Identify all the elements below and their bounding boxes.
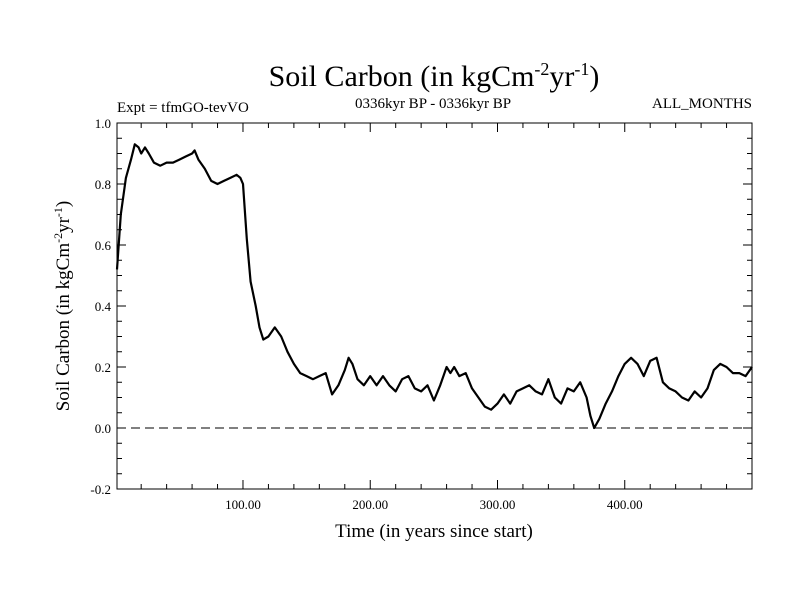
- chart-title-mid: yr: [549, 60, 574, 93]
- chart-title-sup2: -1: [574, 59, 589, 79]
- chart-title-sup1: -2: [534, 59, 549, 79]
- x-axis-title: Time (in years since start): [335, 521, 533, 542]
- y-axis-title-sup2: -1: [51, 207, 65, 217]
- experiment-label: Expt = tfmGO-tevVO: [117, 100, 249, 116]
- x-tick-label: 400.00: [607, 497, 643, 512]
- y-axis-title: Soil Carbon (in kgCm-2yr-1): [51, 201, 74, 412]
- y-tick-label: 0.6: [95, 238, 112, 253]
- period-label: 0336kyr BP - 0336kyr BP: [355, 96, 511, 112]
- x-tick-label: 200.00: [352, 497, 388, 512]
- x-tick-label: 100.00: [225, 497, 261, 512]
- chart-title: Soil Carbon (in kgCm-2yr-1): [269, 59, 600, 93]
- ticks: 100.00 200.00 300.00 400.00 -0.2 0.0 0.2 0.4 0.6…: [90, 116, 752, 512]
- y-tick-label: 1.0: [95, 116, 111, 131]
- y-axis-title-sup1: -2: [51, 233, 65, 243]
- series-line-soil-carbon: [115, 143, 753, 430]
- y-axis-title-main: Soil Carbon (in kgCm: [53, 243, 74, 412]
- chart-title-main: Soil Carbon (in kgCm: [269, 60, 535, 93]
- y-axis-title-mid: yr: [53, 216, 74, 233]
- plot-frame: [116, 122, 753, 490]
- y-tick-label: 0.4: [95, 299, 112, 314]
- y-tick-label: -0.2: [90, 482, 111, 497]
- x-tick-label: 300.00: [480, 497, 516, 512]
- y-tick-label: 0.8: [95, 177, 111, 192]
- months-label: ALL_MONTHS: [652, 96, 752, 112]
- chart-title-end: ): [589, 60, 599, 93]
- y-tick-label: 0.2: [95, 360, 111, 375]
- y-axis-title-end: ): [53, 201, 74, 207]
- y-tick-label: 0.0: [95, 421, 111, 436]
